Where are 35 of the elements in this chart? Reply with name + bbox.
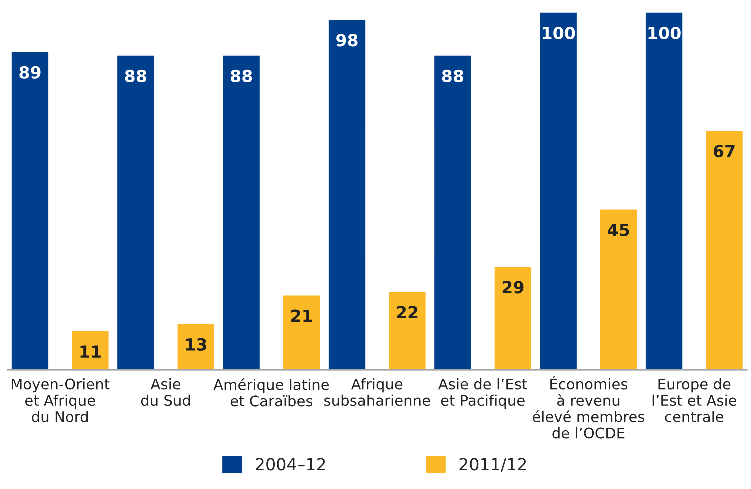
x-tick-label: Asie du Sud [141, 378, 190, 406]
x-tick-label: Économies à revenu élevé membres de l’OCDE [532, 376, 645, 439]
x-tick-label: Asie de l’Est et Pacifique [438, 378, 528, 409]
data-label: 100 [648, 26, 681, 40]
data-label: 89 [20, 66, 41, 79]
data-label: 98 [336, 34, 358, 47]
bar [644, 12, 684, 370]
bar [493, 266, 533, 370]
x-tick-label: Moyen-Orient et Afrique du Nord [12, 378, 110, 422]
data-label: 67 [714, 145, 735, 158]
legend-label: 2011/12 [460, 458, 526, 472]
bar [328, 18, 367, 370]
legend-label: 2004–12 [256, 458, 326, 471]
data-label: 88 [442, 70, 464, 83]
bar [222, 54, 262, 370]
data-label: 100 [543, 26, 576, 40]
bar [433, 54, 473, 370]
bar [599, 208, 639, 370]
bar [70, 330, 110, 370]
data-label: 22 [397, 306, 418, 319]
bar [282, 294, 322, 370]
data-label: 88 [231, 70, 252, 83]
bar [704, 130, 744, 370]
data-label: 11 [80, 346, 101, 358]
bar [116, 54, 156, 370]
x-tick-label: Europe de l’Est et Asie centrale [652, 378, 737, 422]
data-label: 88 [125, 70, 146, 83]
data-label: 21 [292, 310, 312, 322]
bar [388, 290, 428, 370]
bar [10, 50, 50, 370]
data-label: 13 [186, 338, 206, 351]
bar [538, 12, 578, 370]
bar [176, 322, 216, 370]
data-label: 29 [502, 281, 524, 294]
data-label: 45 [608, 224, 630, 236]
